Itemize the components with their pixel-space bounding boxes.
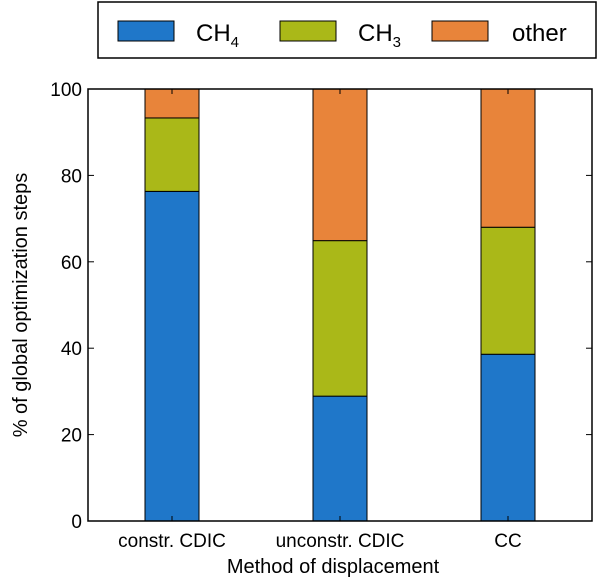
- legend: CH4 CH3 other: [97, 1, 597, 59]
- x-tick-label: constr. CDIC: [118, 531, 226, 552]
- y-tick-label: 80: [61, 166, 82, 187]
- legend-label-ch3: CH3: [358, 20, 401, 51]
- bar-unconstr-cdic-ch3: [312, 240, 368, 397]
- bar-cc-ch4: [480, 353, 536, 522]
- bar-constr-cdic-ch4: [144, 190, 200, 522]
- bar-cc-ch3: [480, 226, 536, 355]
- legend-label-other: other: [512, 20, 567, 47]
- axes-group: constr. CDIC unconstr. CDIC CC 0 20 40 60 80 100: [50, 80, 593, 552]
- bar-constr-cdic-ch3: [144, 117, 200, 192]
- y-tick-label: 100: [50, 80, 82, 101]
- x-tick-label: CC: [494, 531, 521, 552]
- bar-unconstr-cdic-ch4: [312, 395, 368, 522]
- plot-frame: [87, 88, 593, 522]
- y-axis-label: % of global optimization steps: [10, 173, 32, 438]
- legend-swatch-other: [431, 20, 489, 42]
- x-axis-label: Method of displacement: [227, 556, 440, 578]
- bars-group: [144, 88, 536, 522]
- bar-cc-other: [480, 88, 536, 228]
- y-tick-label: 20: [61, 426, 82, 447]
- legend-label-ch4: CH4: [196, 20, 239, 51]
- legend-frame: [97, 1, 597, 59]
- legend-swatch-ch4: [117, 20, 175, 42]
- legend-swatch-ch3: [279, 20, 337, 42]
- bar-unconstr-cdic-other: [312, 88, 368, 242]
- y-tick-label: 60: [61, 253, 82, 274]
- x-tick-label: unconstr. CDIC: [276, 531, 405, 552]
- y-tick-label: 0: [71, 512, 82, 533]
- y-tick-label: 40: [61, 339, 82, 360]
